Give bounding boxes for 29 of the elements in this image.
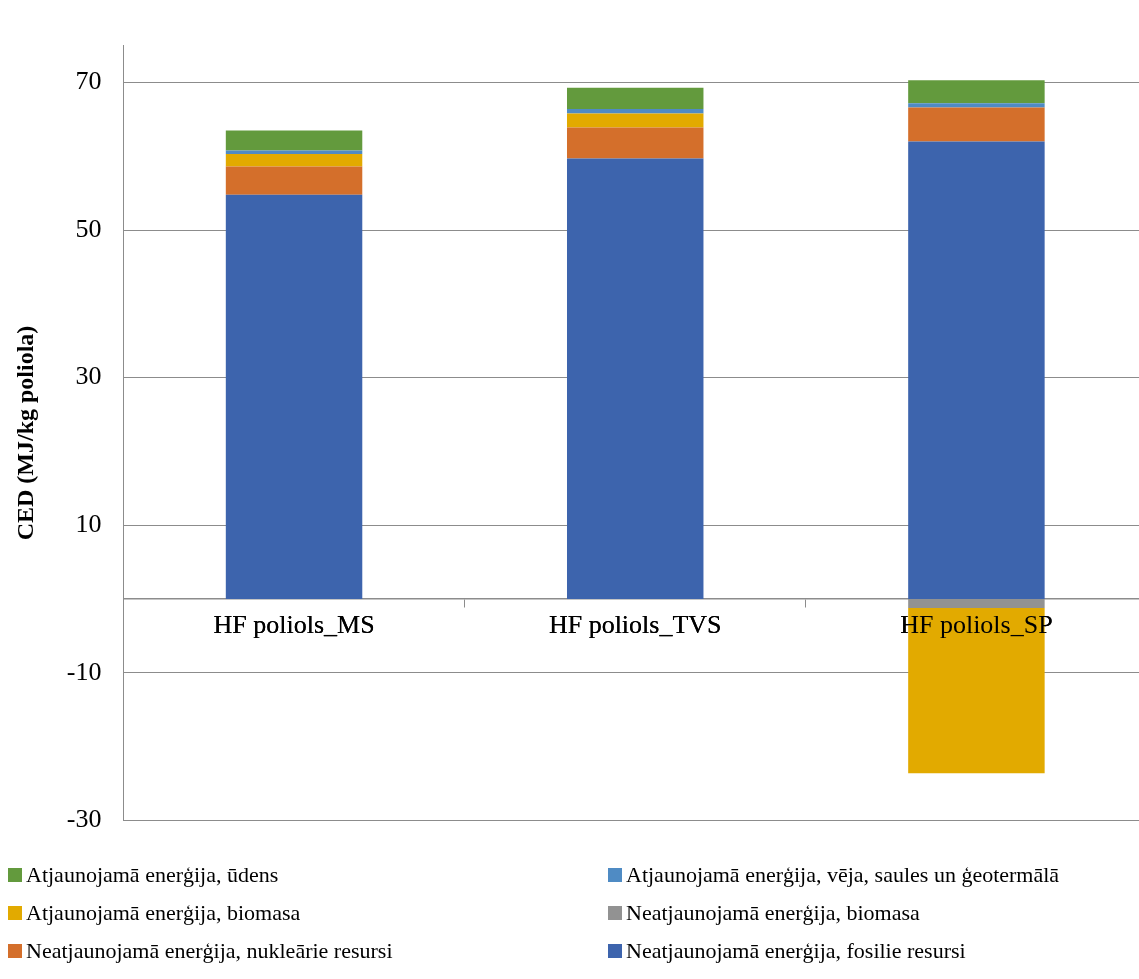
bar: [908, 103, 1045, 108]
bar: [225, 194, 363, 600]
y-tick-label: -30: [66, 804, 102, 834]
y-tick-label: 10: [75, 509, 102, 539]
bar: [908, 107, 1045, 142]
legend-label: Neatjaunojamā enerģija, biomasa: [626, 900, 920, 926]
bar: [908, 141, 1045, 600]
bar: [225, 150, 363, 155]
x-tick-label: HF poliols_MS: [213, 610, 375, 640]
y-tick-label: 50: [75, 213, 102, 243]
y-tick-label: -10: [66, 656, 102, 686]
legend-label: Neatjaunojamā enerģija, fosilie resursi: [626, 938, 966, 964]
bar: [225, 154, 363, 167]
bar: [225, 130, 363, 151]
bar: [566, 113, 704, 128]
bar: [225, 166, 363, 195]
bar: [566, 109, 704, 114]
y-tick-label: 30: [75, 361, 102, 391]
y-axis-title: CED (MJ/kg poliola): [11, 325, 38, 541]
legend-label: Neatjaunojamā enerģija, nukleārie resursi: [26, 938, 393, 964]
legend-label: Atjaunojamā enerģija, biomasa: [26, 900, 301, 926]
legend-label: Atjaunojamā enerģija, vēja, saules un ģeotermālā: [626, 862, 1060, 888]
bar: [566, 158, 704, 600]
bar: [908, 80, 1045, 104]
y-tick-label: 70: [75, 66, 102, 96]
bar: [566, 127, 704, 159]
x-tick-label: HF poliols_TVS: [548, 610, 722, 640]
legend-label: Atjaunojamā enerģija, ūdens: [26, 862, 279, 888]
bar: [566, 87, 704, 110]
